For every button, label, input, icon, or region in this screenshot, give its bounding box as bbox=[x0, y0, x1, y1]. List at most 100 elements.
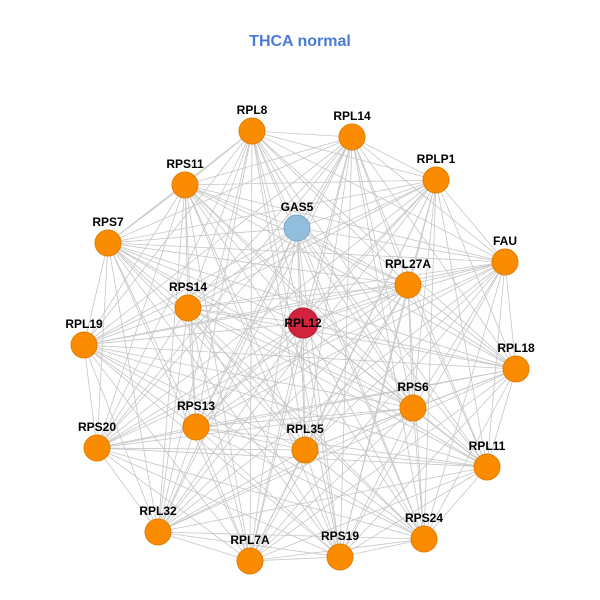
graph-node-rps13 bbox=[182, 413, 210, 441]
graph-edge bbox=[304, 261, 506, 451]
graph-edge bbox=[96, 447, 251, 562]
graph-edge bbox=[351, 136, 506, 263]
graph-edge bbox=[83, 344, 159, 533]
graph-edge bbox=[83, 344, 425, 540]
graph-edge bbox=[157, 284, 409, 533]
graph-edge bbox=[435, 179, 506, 263]
node-label-rpl35: RPL35 bbox=[286, 422, 324, 436]
graph-edge bbox=[83, 344, 197, 428]
graph-edge bbox=[107, 242, 506, 263]
graph-edge bbox=[157, 531, 251, 562]
graph-edge bbox=[304, 284, 409, 451]
graph-edge bbox=[83, 344, 517, 370]
graph-edge bbox=[296, 227, 409, 286]
graph-node-rps24 bbox=[410, 525, 438, 553]
graph-edge bbox=[251, 130, 437, 181]
graph-edge bbox=[249, 284, 409, 562]
graph-node-fau bbox=[491, 248, 519, 276]
graph-edge bbox=[157, 261, 506, 533]
graph-edge bbox=[107, 179, 437, 244]
graph-edge bbox=[195, 407, 414, 428]
graph-edge bbox=[96, 426, 197, 449]
graph-edge bbox=[184, 184, 304, 324]
graph-edge bbox=[96, 179, 437, 449]
graph-node-rpl12 bbox=[287, 307, 319, 339]
graph-edge bbox=[304, 449, 488, 468]
graph-node-rps7 bbox=[94, 229, 122, 257]
graph-edge bbox=[302, 284, 409, 324]
graph-edge bbox=[195, 284, 409, 428]
graph-edge bbox=[83, 242, 109, 346]
graph-node-rpl7a bbox=[236, 547, 264, 575]
node-label-rpl11: RPL11 bbox=[469, 439, 506, 453]
graph-edge bbox=[83, 344, 341, 558]
graph-node-rps11 bbox=[171, 171, 199, 199]
labels-layer: RPL8 RPL14 RPS11 RPLP1 GAS5 RPS7 FAU RPL27A RPS1… bbox=[65, 103, 535, 547]
graph-edge bbox=[157, 426, 197, 533]
graph-edge bbox=[83, 344, 251, 562]
graph-edge bbox=[184, 184, 425, 540]
graph-edge bbox=[296, 227, 341, 558]
graph-edge bbox=[187, 261, 506, 309]
graph-edge bbox=[187, 307, 306, 451]
node-label-rps24: RPS24 bbox=[405, 511, 443, 525]
graph-edge bbox=[251, 130, 306, 451]
graph-edge bbox=[96, 368, 517, 449]
graph-node-rps19 bbox=[326, 543, 354, 571]
graph-edge bbox=[251, 130, 506, 263]
graph-edge bbox=[304, 449, 341, 558]
graph-edge bbox=[187, 307, 517, 370]
nodes-layer bbox=[70, 117, 530, 575]
graph-edge bbox=[187, 307, 425, 540]
graph-edge bbox=[195, 322, 304, 428]
graph-edge bbox=[157, 407, 414, 533]
graph-edge bbox=[251, 130, 409, 286]
graph-edge bbox=[83, 307, 189, 346]
graph-edge bbox=[187, 136, 353, 309]
graph-edge bbox=[187, 307, 414, 409]
graph-node-rpl35 bbox=[291, 436, 319, 464]
graph-edge bbox=[412, 407, 488, 468]
graph-edge bbox=[302, 322, 517, 370]
graph-node-rps20 bbox=[83, 434, 111, 462]
graph-edge bbox=[412, 407, 425, 540]
graph-edge bbox=[339, 368, 517, 558]
node-label-rps7: RPS7 bbox=[92, 215, 124, 229]
graph-node-rpl18 bbox=[502, 355, 530, 383]
graph-edge bbox=[339, 466, 488, 558]
graph-edge bbox=[195, 136, 353, 428]
graph-edge bbox=[351, 136, 517, 370]
graph-edge bbox=[302, 322, 425, 540]
graph-edge bbox=[339, 538, 425, 558]
node-label-rps19: RPS19 bbox=[321, 529, 359, 543]
graph-edge bbox=[184, 184, 251, 562]
graph-edge bbox=[249, 466, 488, 562]
graph-edge bbox=[296, 227, 506, 263]
node-label-rps11: RPS11 bbox=[166, 157, 204, 171]
edges-layer bbox=[83, 130, 517, 562]
graph-node-rplp1 bbox=[422, 166, 450, 194]
graph-edge bbox=[157, 531, 425, 540]
graph-edge bbox=[157, 531, 341, 558]
graph-edge bbox=[96, 447, 341, 558]
graph-edge bbox=[83, 261, 506, 346]
node-label-rpl19: RPL19 bbox=[65, 317, 103, 331]
graph-edge bbox=[83, 227, 298, 346]
graph-edge bbox=[107, 242, 189, 309]
graph-edge bbox=[157, 179, 437, 533]
graph-edge bbox=[187, 227, 298, 309]
graph-edge bbox=[339, 284, 409, 558]
graph-edge bbox=[486, 368, 517, 468]
graph-edge bbox=[195, 261, 506, 428]
graph-edge bbox=[187, 284, 409, 309]
graph-edge bbox=[96, 447, 306, 451]
graph-edge bbox=[157, 136, 353, 533]
graph-edge bbox=[83, 344, 98, 449]
graph-edge bbox=[302, 322, 306, 451]
node-label-rps14: RPS14 bbox=[169, 280, 207, 294]
graph-edge bbox=[296, 227, 306, 451]
graph-edge bbox=[107, 227, 298, 244]
graph-edge bbox=[107, 242, 306, 451]
graph-edge bbox=[249, 449, 306, 562]
